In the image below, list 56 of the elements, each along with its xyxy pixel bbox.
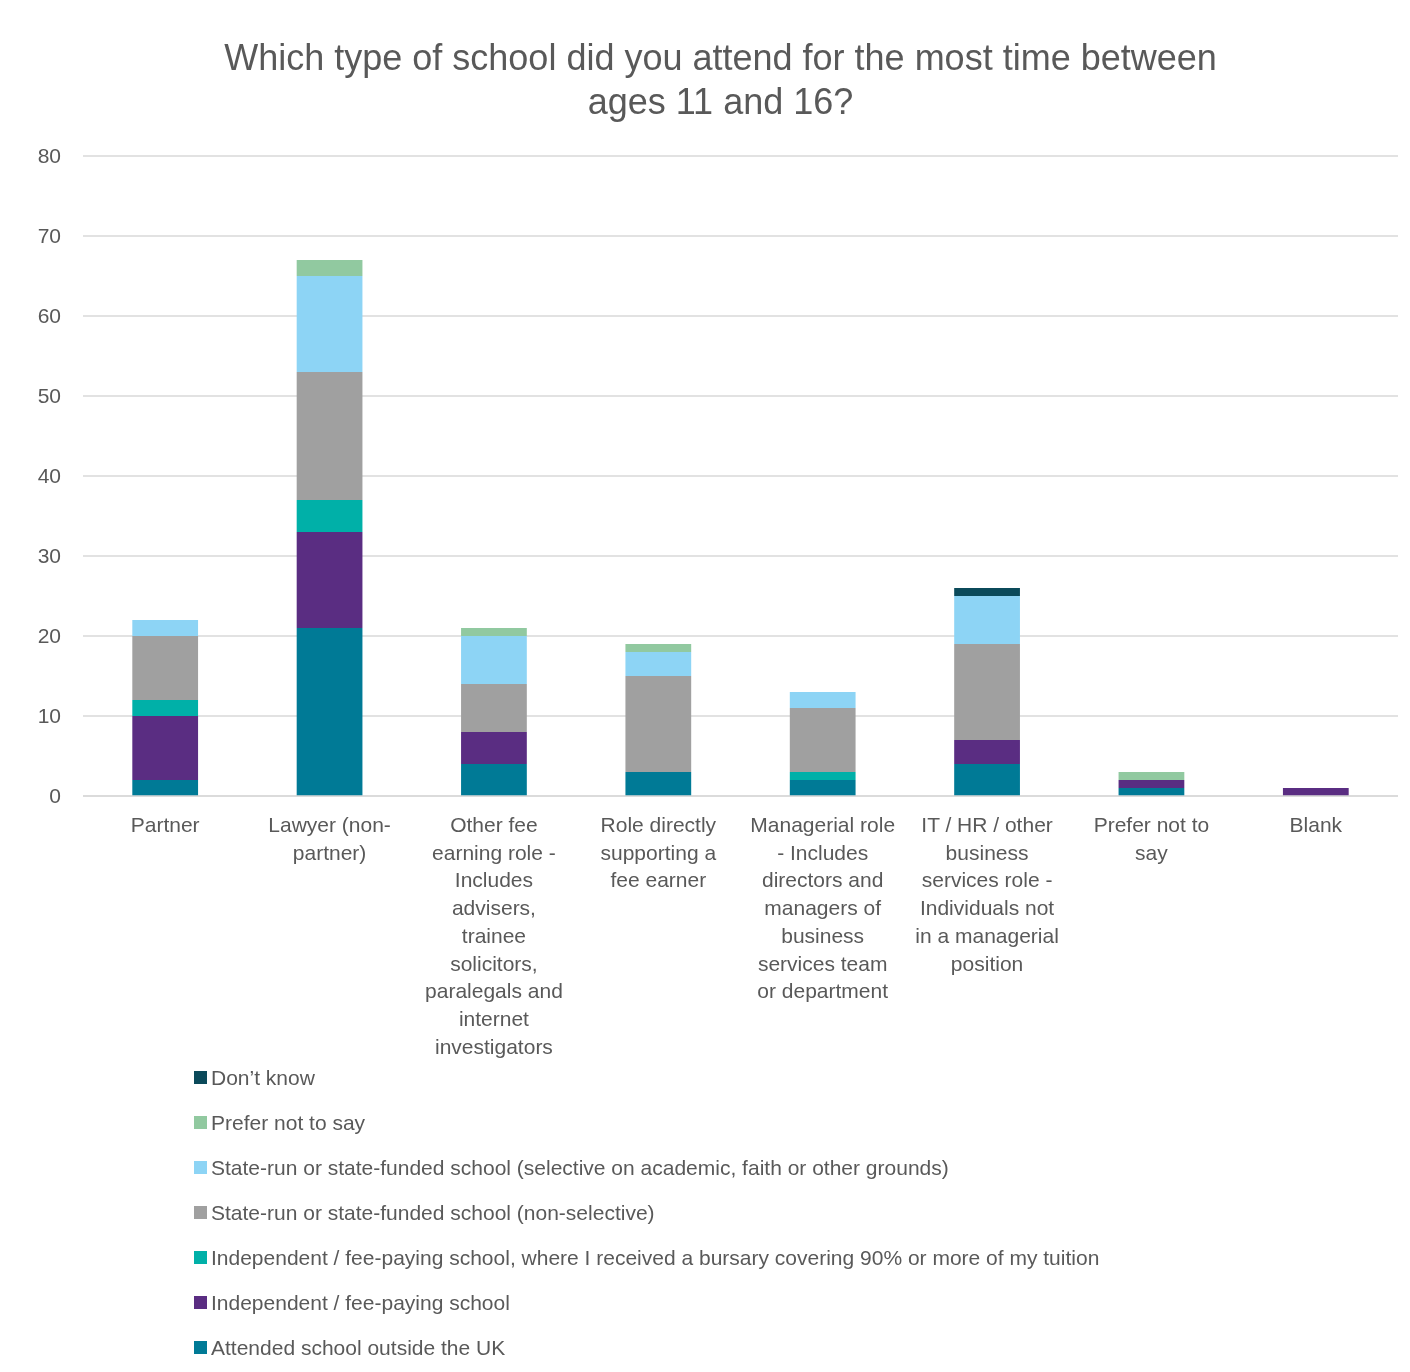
x-tick-label: Blank xyxy=(1289,813,1343,836)
y-tick-label: 40 xyxy=(37,464,61,488)
bar xyxy=(296,500,363,532)
bar xyxy=(954,644,1020,740)
bar xyxy=(461,684,527,732)
bar xyxy=(296,260,363,276)
bar xyxy=(461,764,527,796)
bar xyxy=(132,780,199,796)
bar xyxy=(132,636,199,700)
bar xyxy=(789,708,856,772)
x-tick-label: Managerial role - Includes directors and managers of business services team or department xyxy=(750,813,896,1003)
bar xyxy=(296,532,363,628)
legend-label: Independent / fee-paying school xyxy=(211,1291,510,1315)
legend-label: State-run or state-funded school (selective on academic, faith or other grounds) xyxy=(211,1156,949,1180)
bar xyxy=(296,372,363,500)
legend-label: Independent / fee-paying school, where I received a bursary covering 90% or more of my tuition xyxy=(211,1246,1100,1270)
bar xyxy=(789,780,856,796)
x-tick-label: Role directly supporting a fee earner xyxy=(600,813,717,892)
bar xyxy=(132,700,199,716)
legend-label: Attended school outside the UK xyxy=(211,1336,506,1360)
bar xyxy=(296,276,363,372)
bar xyxy=(296,628,363,796)
bar xyxy=(625,772,692,796)
category-label: Other fee earning role - Includes advisers, trainee solicitors, paralegals and internet investigators xyxy=(425,813,563,1058)
bar xyxy=(625,676,692,772)
bar xyxy=(954,596,1020,644)
y-tick-label: 10 xyxy=(37,704,61,728)
y-tick-label: 80 xyxy=(37,144,61,168)
bar xyxy=(132,716,199,780)
y-tick-label: 60 xyxy=(37,304,61,328)
y-tick-label: 50 xyxy=(37,384,61,408)
y-tick-label: 20 xyxy=(37,624,61,648)
x-tick-label: Partner xyxy=(130,813,200,836)
bar xyxy=(954,588,1020,596)
bar xyxy=(625,644,692,652)
legend-label: Prefer not to say xyxy=(211,1111,366,1135)
bar xyxy=(625,652,692,676)
y-tick-label: 70 xyxy=(37,224,61,248)
bar xyxy=(954,764,1020,796)
bar xyxy=(789,692,856,708)
bar xyxy=(1118,780,1185,788)
bar xyxy=(132,620,199,636)
bar xyxy=(461,732,527,764)
x-tick-label: IT / HR / other business services role - Individuals not in a managerial position xyxy=(915,813,1059,975)
chart-title: Which type of school did you attend for the most time between ages 11 and 16? xyxy=(224,37,1217,122)
y-tick-label: 0 xyxy=(49,784,61,808)
legend-label: State-run or state-funded school (non-selective) xyxy=(211,1201,655,1225)
bar xyxy=(789,772,856,780)
x-tick-label: Lawyer (non-partner) xyxy=(268,813,391,864)
y-tick-label: 30 xyxy=(37,544,61,568)
legend-label: Don’t know xyxy=(211,1066,316,1090)
bar xyxy=(1118,772,1185,780)
x-tick-label: Prefer not to say xyxy=(1093,813,1210,864)
bar xyxy=(461,628,527,636)
bar xyxy=(461,636,527,684)
bar xyxy=(954,740,1020,764)
